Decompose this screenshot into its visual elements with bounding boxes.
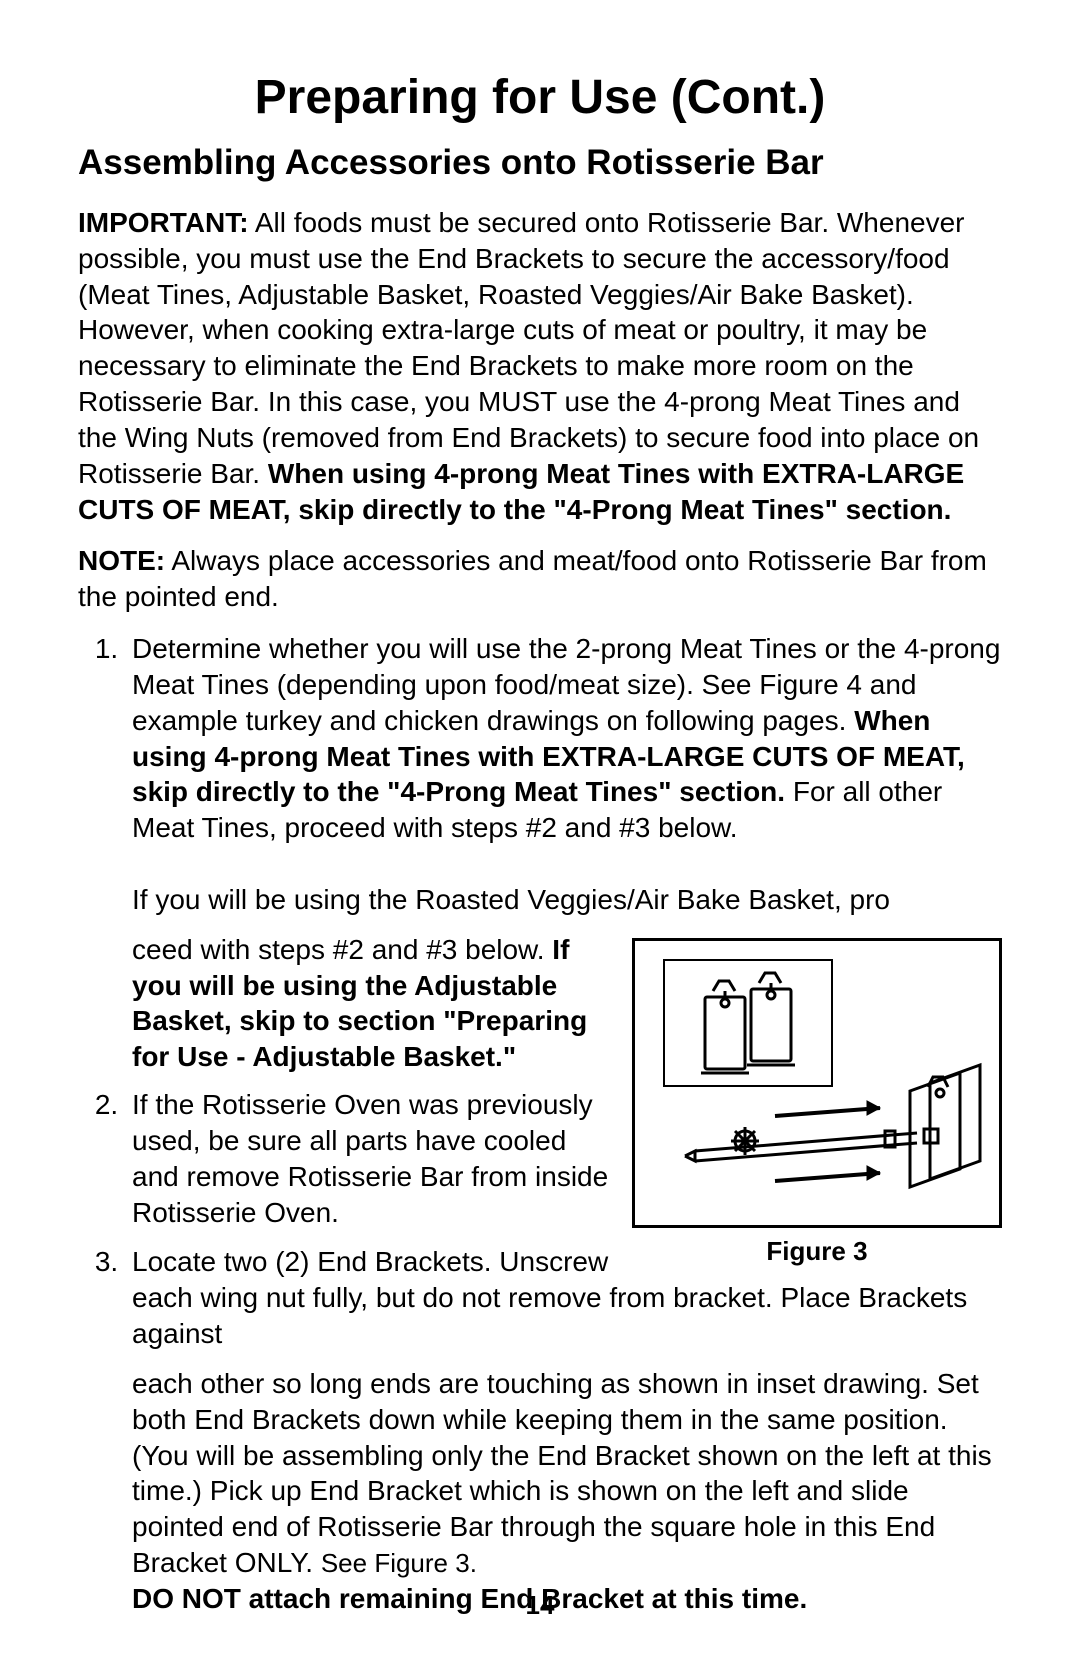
note-label: NOTE: xyxy=(78,545,165,576)
page-number: 14 xyxy=(0,1590,1080,1621)
figure-3-frame xyxy=(632,938,1002,1228)
section-subtitle: Assembling Accessories onto Rotisserie B… xyxy=(78,143,1002,183)
steps-list: Determine whether you will use the 2-pro… xyxy=(78,631,1002,918)
note-body: Always place accessories and meat/food o… xyxy=(78,545,987,612)
wrap-block: Figure 3 ceed with steps #2 and #3 below… xyxy=(78,932,1002,1366)
step-3-seefig: See Figure 3. xyxy=(321,1548,477,1578)
step-1c-pre: If you will be using the Roasted Veggies… xyxy=(132,884,890,915)
step-3-cont: each other so long ends are touching as … xyxy=(126,1366,1002,1617)
figure-3: Figure 3 xyxy=(632,938,1002,1267)
figure-3-drawing-icon xyxy=(635,941,1005,1231)
important-paragraph: IMPORTANT: All foods must be secured ont… xyxy=(78,205,1002,527)
step-1: Determine whether you will use the 2-pro… xyxy=(126,631,1002,918)
step-3b-text: each other so long ends are touching as … xyxy=(132,1368,992,1578)
step-1c-mid: ceed with steps #2 and #3 below. xyxy=(132,934,552,965)
note-paragraph: NOTE: Always place accessories and meat/… xyxy=(78,543,1002,615)
step-2-text: If the Rotisserie Oven was previously us… xyxy=(132,1089,608,1227)
important-label: IMPORTANT: xyxy=(78,207,249,238)
figure-3-caption: Figure 3 xyxy=(632,1236,1002,1267)
page-title: Preparing for Use (Cont.) xyxy=(78,70,1002,125)
manual-page: Preparing for Use (Cont.) Assembling Acc… xyxy=(0,0,1080,1669)
important-body: All foods must be secured onto Rotisseri… xyxy=(78,207,979,489)
